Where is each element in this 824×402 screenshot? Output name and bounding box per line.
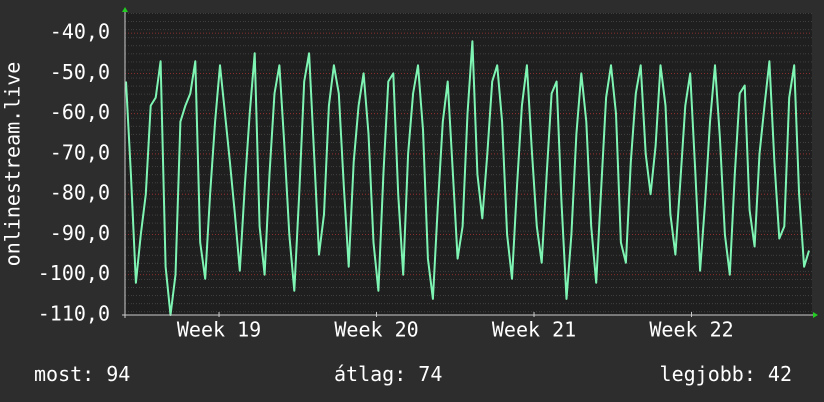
y-arrow	[122, 7, 128, 12]
stat-label: most:	[34, 362, 94, 386]
y-tick-label: -40,0	[50, 20, 110, 44]
stat-value: 74	[418, 362, 442, 386]
x-tick-label: Week 21	[492, 318, 576, 342]
stat-label: átlag:	[334, 362, 406, 386]
y-axis-label: onlinestream.live	[1, 62, 25, 267]
stat-value: 42	[768, 362, 792, 386]
stat-value: 94	[106, 362, 130, 386]
x-tick-label: Week 20	[334, 318, 418, 342]
y-tick-label: -50,0	[50, 60, 110, 84]
minor-grid	[125, 13, 812, 315]
series-line	[125, 40, 810, 316]
stat-avg: átlag: 74	[334, 362, 442, 386]
stat-best: legjobb: 42	[660, 362, 792, 386]
stat-label: legjobb:	[660, 362, 756, 386]
y-tick-label: -60,0	[50, 100, 110, 124]
x-tick-label: Week 19	[177, 318, 261, 342]
y-tick-label: -80,0	[50, 181, 110, 205]
stat-most: most: 94	[34, 362, 130, 386]
y-tick-label: -90,0	[50, 221, 110, 245]
y-tick-label: -110,0	[38, 302, 110, 326]
x-arrow	[813, 312, 818, 318]
y-tick-label: -70,0	[50, 140, 110, 164]
x-tick-label: Week 22	[649, 318, 733, 342]
y-tick-label: -100,0	[38, 261, 110, 285]
